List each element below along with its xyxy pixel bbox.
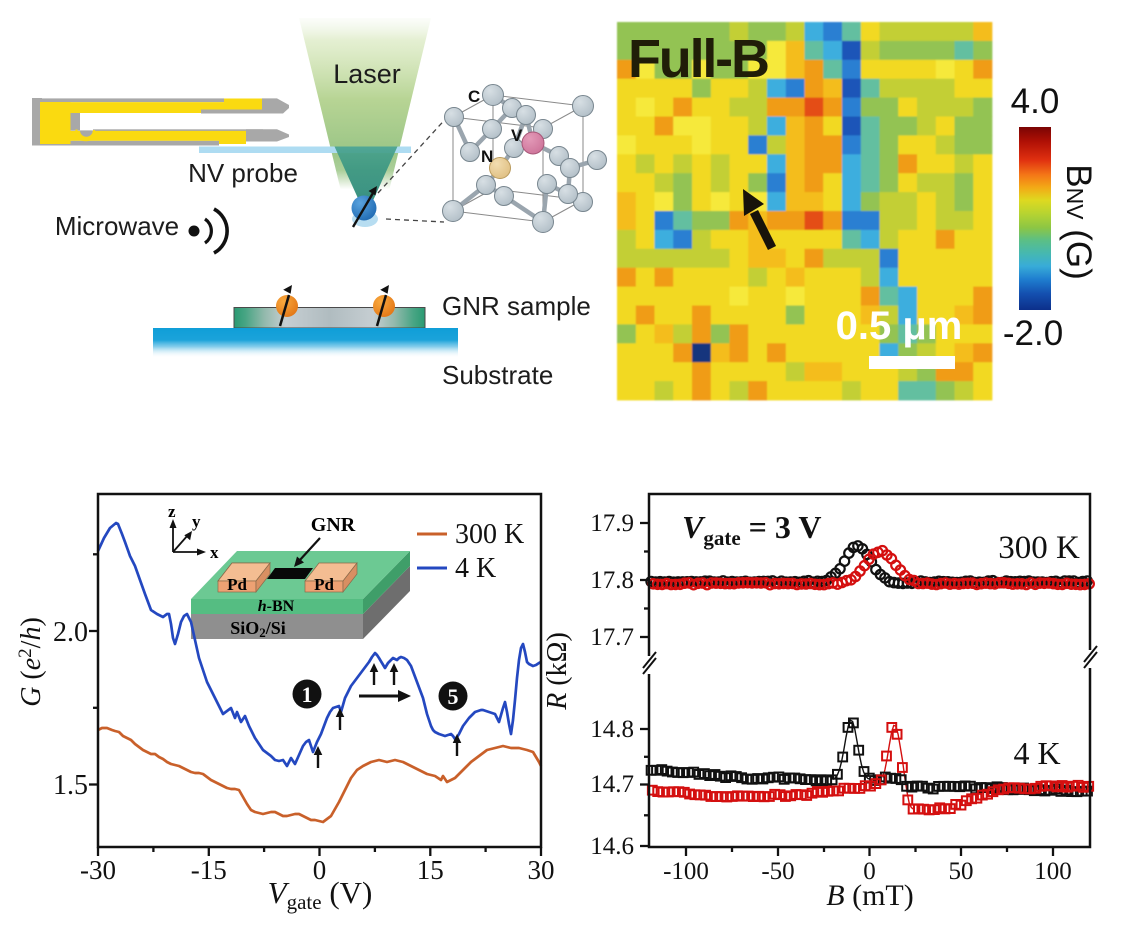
svg-text:C: C [468,87,480,106]
svg-text:1.5: 1.5 [53,770,88,801]
svg-text:4 K: 4 K [1013,735,1060,771]
svg-text:4.0: 4.0 [1011,82,1060,121]
svg-text:Vgate (V): Vgate (V) [268,875,373,914]
svg-text:NV probe: NV probe [188,158,298,188]
svg-text:BNV (G): BNV (G) [1059,164,1098,280]
svg-text:-50: -50 [761,858,794,885]
svg-text:15: 15 [417,855,444,885]
svg-text:x: x [210,543,219,562]
svg-text:30: 30 [528,855,555,885]
svg-text:Pd: Pd [314,575,334,594]
svg-text:14.6: 14.6 [590,833,634,860]
svg-text:R (kΩ): R (kΩ) [542,632,573,711]
svg-text:V: V [511,126,523,145]
svg-text:17.9: 17.9 [590,510,634,537]
svg-text:50: 50 [949,858,974,885]
svg-text:Laser: Laser [333,59,401,89]
svg-text:h-BN: h-BN [258,598,295,615]
svg-text:GNR: GNR [311,514,356,536]
svg-text:1: 1 [302,682,313,707]
svg-text:z: z [168,502,176,521]
svg-text:0: 0 [313,855,327,885]
svg-text:-30: -30 [80,855,116,885]
svg-text:17.7: 17.7 [590,624,634,651]
svg-text:Microwave: Microwave [55,211,179,241]
svg-text:14.8: 14.8 [590,716,634,743]
svg-text:300 K: 300 K [455,519,524,550]
svg-text:300 K: 300 K [998,530,1080,566]
svg-text:2.0: 2.0 [53,617,88,648]
svg-text:Substrate: Substrate [442,360,553,390]
svg-text:17.8: 17.8 [590,567,634,594]
svg-text:GNR sample: GNR sample [442,291,591,321]
svg-text:y: y [192,512,201,531]
svg-text:5: 5 [448,684,459,709]
svg-text:0.5 μm: 0.5 μm [836,304,963,348]
svg-text:4 K: 4 K [455,553,496,584]
svg-text:Full-B: Full-B [628,29,768,89]
svg-text:-2.0: -2.0 [1003,314,1063,353]
svg-text:0: 0 [863,858,876,885]
svg-text:N: N [481,147,493,166]
svg-text:B (mT): B (mT) [826,879,913,912]
svg-text:SiO2/Si: SiO2/Si [230,618,286,640]
svg-text:Pd: Pd [227,575,247,594]
svg-text:-15: -15 [191,855,227,885]
svg-text:G (e2/h): G (e2/h) [15,617,47,707]
svg-text:14.7: 14.7 [590,771,634,798]
svg-text:100: 100 [1034,858,1072,885]
svg-text:Vgate = 3 V: Vgate = 3 V [682,509,821,550]
svg-text:-100: -100 [663,858,709,885]
